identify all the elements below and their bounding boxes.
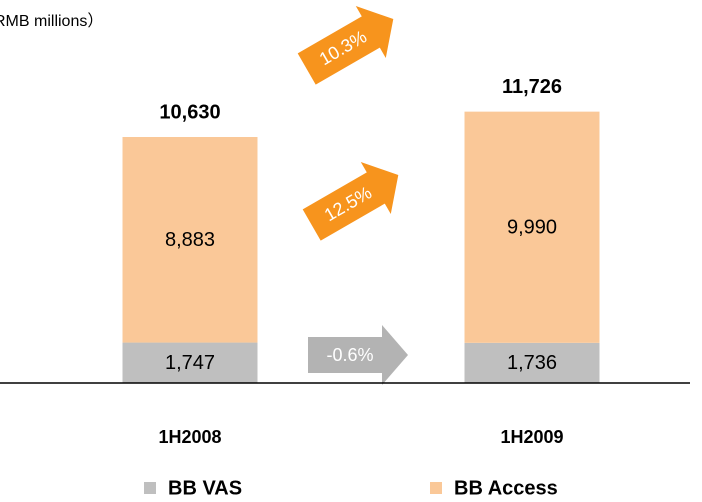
x-tick-label: 1H2008	[158, 427, 221, 447]
total-label: 10,630	[159, 101, 220, 123]
segment-label: 1,747	[165, 352, 215, 374]
arrow-shape	[308, 325, 408, 385]
growth-arrow: -0.6%	[308, 325, 408, 385]
legend-label: BB VAS	[168, 477, 242, 499]
bar-segment	[464, 342, 600, 383]
legend-swatch	[144, 482, 156, 494]
unit-label: RMB millions）	[0, 12, 103, 30]
segment-label: 8,883	[165, 229, 215, 251]
bar-segment	[122, 137, 258, 343]
arrow-shape	[297, 6, 394, 85]
legend-label: BB Access	[454, 477, 558, 499]
growth-label: -0.6%	[326, 345, 373, 365]
growth-arrow: 10.3%	[297, 6, 394, 85]
x-tick-label: 1H2009	[500, 427, 563, 447]
legend-swatch	[430, 482, 442, 494]
growth-arrow: 12.5%	[302, 162, 399, 241]
bar-segment	[122, 342, 258, 383]
arrow-shape	[302, 162, 399, 241]
total-label: 11,726	[502, 76, 562, 98]
segment-label: 9,990	[507, 217, 557, 239]
segment-label: 1,736	[507, 352, 557, 374]
bar-segment	[464, 111, 600, 343]
